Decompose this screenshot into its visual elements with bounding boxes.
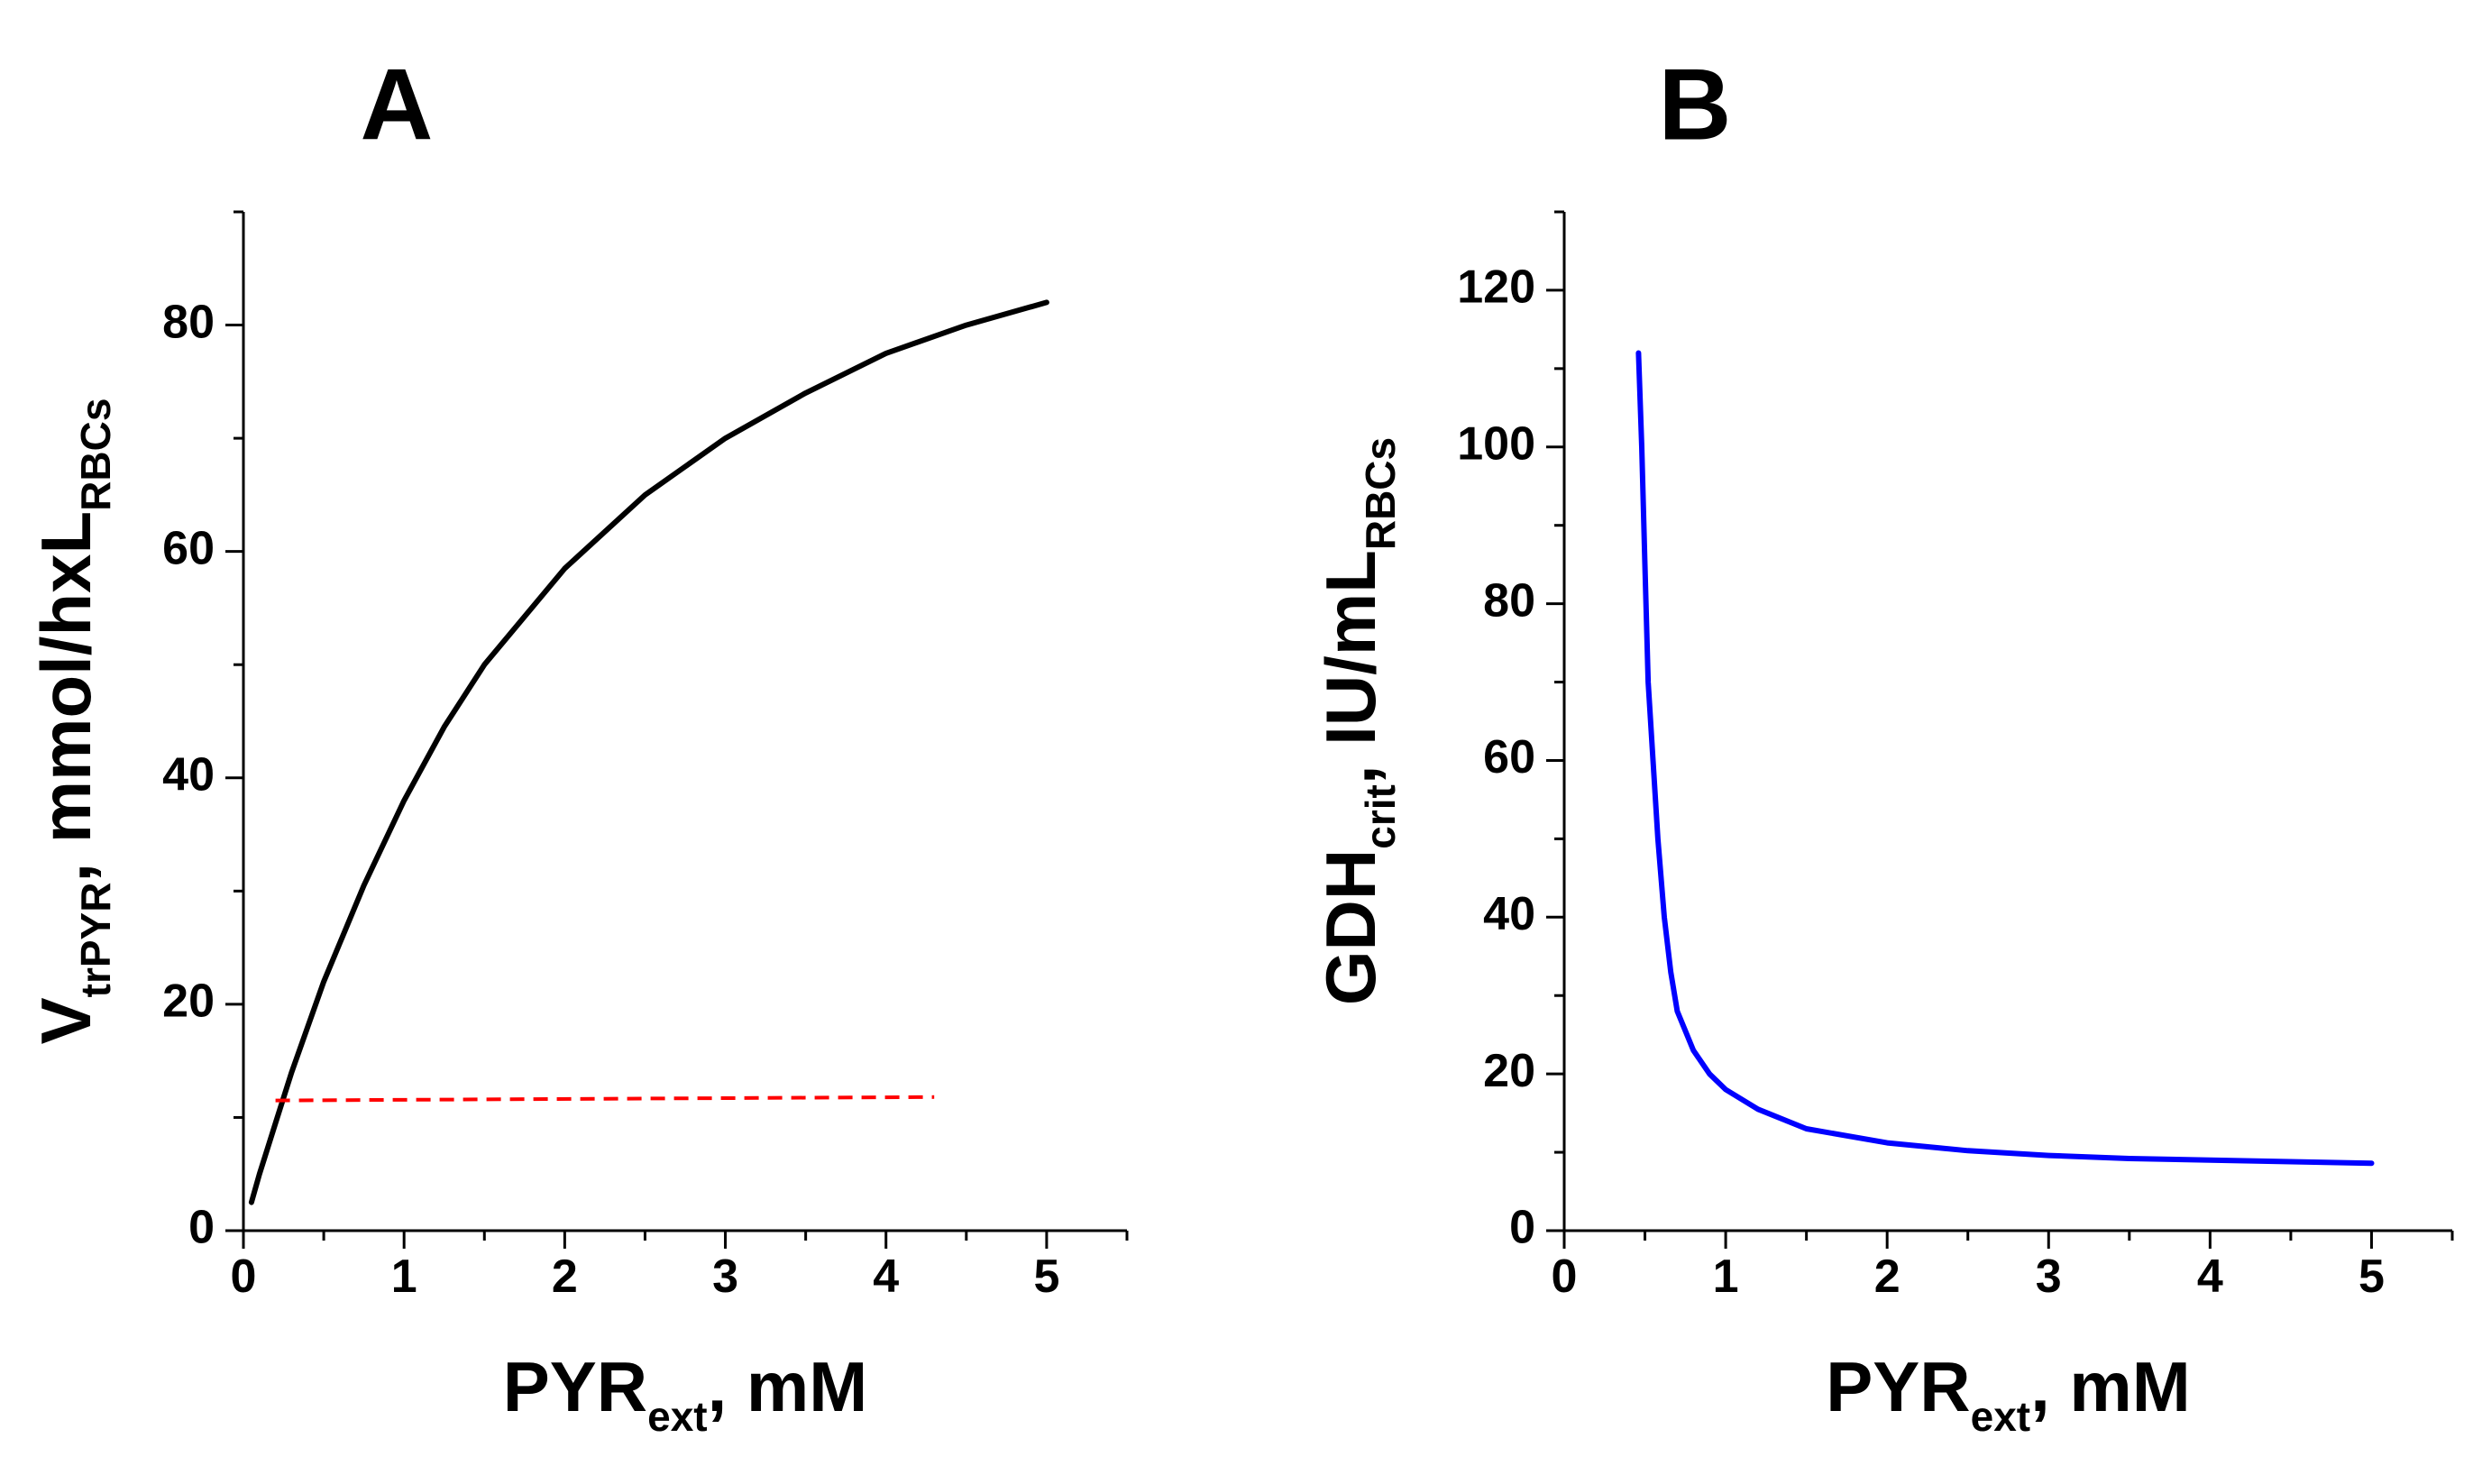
panel-label: B bbox=[1659, 49, 1732, 161]
x-tick-label: 5 bbox=[2359, 1250, 2385, 1303]
x-axis-title-main: PYR bbox=[503, 1347, 647, 1426]
x-axis-title: PYRext, mM bbox=[503, 1347, 868, 1440]
y-tick-label: 120 bbox=[1457, 261, 1535, 314]
y-tick-label: 100 bbox=[1457, 418, 1535, 471]
y-tick-label: 80 bbox=[162, 296, 215, 348]
y-axis-title-main: V bbox=[26, 997, 105, 1044]
x-tick-label: 2 bbox=[552, 1250, 578, 1303]
y-tick-label: 60 bbox=[1483, 731, 1535, 783]
x-tick-label: 2 bbox=[1874, 1250, 1901, 1303]
y-axis-title-sub2: RBCs bbox=[1357, 437, 1404, 550]
x-axis-title-sub: ext bbox=[647, 1393, 707, 1440]
x-axis-title-suffix: , mM bbox=[708, 1347, 868, 1426]
y-axis-title-mid: , IU/mL bbox=[1311, 550, 1390, 784]
y-tick-label: 80 bbox=[1483, 574, 1535, 627]
series-line-solid bbox=[248, 299, 1049, 1205]
y-axis-title-sub: trPYR bbox=[72, 883, 119, 998]
x-tick-label: 0 bbox=[231, 1250, 257, 1303]
y-axis-title-mid: , mmol/hxL bbox=[26, 511, 105, 883]
x-tick-label: 4 bbox=[2197, 1250, 2223, 1303]
y-axis-title: GDHcrit, IU/mLRBCs bbox=[1311, 437, 1404, 1005]
y-tick-label: 0 bbox=[1509, 1202, 1535, 1254]
y-axis-title: VtrPYR, mmol/hxLRBCs bbox=[26, 398, 119, 1045]
series-line-dashed bbox=[275, 1095, 935, 1103]
x-axis-title-suffix: , mM bbox=[2030, 1347, 2191, 1426]
y-tick-label: 60 bbox=[162, 522, 215, 574]
x-tick-label: 1 bbox=[391, 1250, 417, 1303]
y-tick-label: 20 bbox=[1483, 1045, 1535, 1097]
x-axis-title-main: PYR bbox=[1826, 1347, 1970, 1426]
x-tick-label: 1 bbox=[1713, 1250, 1739, 1303]
y-axis-title-sub2: RBCs bbox=[72, 398, 119, 511]
y-tick-label: 20 bbox=[162, 976, 215, 1028]
x-tick-label: 0 bbox=[1552, 1250, 1578, 1303]
x-tick-label: 3 bbox=[712, 1250, 738, 1303]
series-line-solid bbox=[1635, 350, 2375, 1167]
y-tick-label: 0 bbox=[188, 1202, 215, 1254]
x-axis-title-sub: ext bbox=[1971, 1393, 2030, 1440]
panel-label: A bbox=[361, 49, 434, 161]
y-tick-label: 40 bbox=[1483, 888, 1535, 940]
y-tick-label: 40 bbox=[162, 749, 215, 802]
chart-panel-a: A 0 1 2 3 4 5 0 20 40 60 80 PYRext, mM VtrPYR, mmol/h… bbox=[26, 49, 1129, 1440]
chart-panel-b: B 0 1 2 3 4 5 0 20 40 60 80 100 120 PYRext, mM GDHcrit,… bbox=[1311, 49, 2454, 1440]
x-tick-label: 3 bbox=[2036, 1250, 2062, 1303]
y-axis-title-sub: crit bbox=[1357, 784, 1404, 849]
x-tick-label: 4 bbox=[873, 1250, 899, 1303]
x-axis-title: PYRext, mM bbox=[1826, 1347, 2191, 1440]
y-axis-title-main: GDH bbox=[1311, 849, 1390, 1005]
x-tick-label: 5 bbox=[1033, 1250, 1059, 1303]
